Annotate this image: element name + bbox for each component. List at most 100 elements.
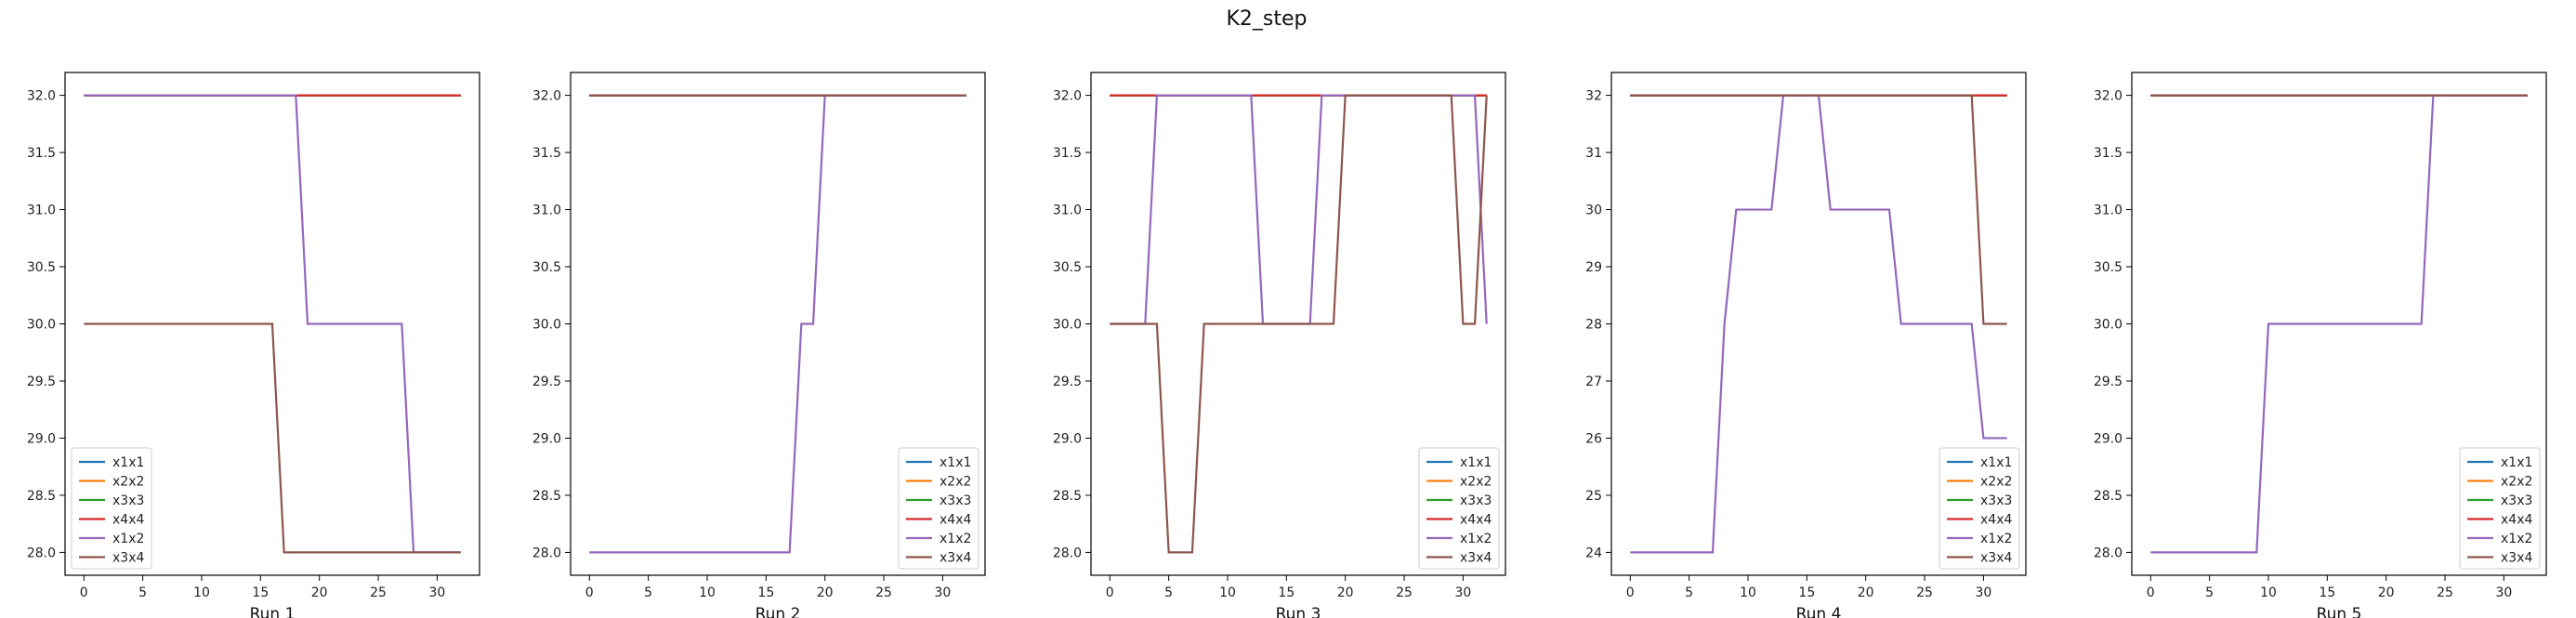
legend-label: x1x1 [112,455,144,470]
y-tick-label: 24 [1585,546,1602,560]
x-tick-label: 10 [1219,585,1236,600]
legend-label: x2x2 [112,475,144,490]
x-tick-label: 25 [370,585,387,600]
series-line-x3x4 [1110,94,1488,554]
y-tick-label: 31.5 [27,146,56,161]
x-tick-label: 5 [1164,585,1173,600]
legend-label: x3x4 [940,551,971,566]
y-tick-label: 32.0 [2094,89,2123,104]
legend-label: x3x3 [112,493,144,508]
y-tick-label: 28.5 [27,489,56,504]
legend-label: x3x4 [1980,551,2012,566]
y-tick-label: 29.0 [1053,431,1082,446]
legend: x1x1 x2x2 x3x3 x4x4 x1x2 x3x4 [1418,447,1500,570]
x-tick-label: 15 [252,585,269,600]
y-tick-label: 31 [1585,146,1602,161]
y-tick-label: 30.0 [1053,318,1082,333]
x-tick-label: 10 [1740,585,1756,600]
y-tick-label: 31.0 [1053,204,1082,218]
legend-label: x1x1 [940,455,971,470]
x-tick-label: 20 [1337,585,1354,600]
x-tick-label: 0 [2147,585,2155,600]
y-tick-label: 27 [1585,375,1602,389]
legend: x1x1 x2x2 x3x3 x4x4 x1x2 x3x4 [71,447,152,570]
legend-label: x3x3 [2501,493,2532,508]
x-tick-label: 10 [699,585,716,600]
legend-label: x4x4 [112,513,144,528]
chart-panel-2: 0 5 10 15 20 25 30 28.0 28.5 29.0 29.5 30.0 30.5 31.0… [532,72,986,618]
y-tick-label: 26 [1585,431,1602,446]
x-tick-label: 5 [644,585,652,600]
legend-label: x1x1 [1980,455,2012,470]
legend-label: x4x4 [1980,513,2012,528]
legend-label: x1x1 [1460,455,1492,470]
x-tick-label: 10 [193,585,210,600]
legend-label: x2x2 [940,475,971,490]
y-tick-label: 29.0 [2094,431,2123,446]
y-tick-label: 29.5 [27,375,56,389]
y-tick-label: 30.0 [532,318,561,333]
y-tick-label: 29.5 [1053,375,1082,389]
x-tick-label: 0 [585,585,594,600]
legend-label: x3x4 [1460,551,1492,566]
y-tick-label: 28.5 [2094,489,2123,504]
x-tick-label: 0 [1106,585,1114,600]
y-tick-label: 28 [1585,318,1602,333]
x-tick-label: 25 [1396,585,1413,600]
y-tick-label: 29 [1585,260,1602,275]
series-line-x3x4 [1630,94,2007,325]
legend-label: x4x4 [1460,513,1492,528]
legend-label: x2x2 [2501,475,2532,490]
y-tick-label: 32.0 [27,89,56,104]
x-tick-label: 30 [428,585,445,600]
legend: x1x1 x2x2 x3x3 x4x4 x1x2 x3x4 [898,447,979,570]
x-tick-label: 25 [1916,585,1933,600]
chart-panel-5: 0 5 10 15 20 25 30 28.0 28.5 29.0 29.5 30.0 30.5 31.0… [2094,72,2547,618]
y-tick-label: 32.0 [1053,89,1082,104]
series-line-x1x2 [1110,94,1488,325]
y-tick-label: 32.0 [532,89,561,104]
y-tick-label: 31.0 [27,204,56,218]
x-tick-label: 20 [311,585,328,600]
legend-label: x2x2 [1460,475,1492,490]
series-line-x3x4 [84,322,461,554]
x-tick-label: 30 [2495,585,2512,600]
legend-label: x2x2 [1980,475,2012,490]
y-tick-label: 30.5 [2094,260,2123,275]
y-tick-label: 30.5 [1053,260,1082,275]
x-axis-label: Run 2 [756,605,801,618]
x-tick-label: 10 [2260,585,2277,600]
chart-panel-3: 0 5 10 15 20 25 30 28.0 28.5 29.0 29.5 30.0 30.5 31.0… [1053,72,1506,618]
legend: x1x1 x2x2 x3x3 x4x4 x1x2 x3x4 [1939,447,2020,570]
x-tick-label: 25 [2437,585,2453,600]
y-tick-label: 30.5 [27,260,56,275]
y-tick-label: 28.0 [27,546,56,560]
y-tick-label: 31.5 [2094,146,2123,161]
x-tick-label: 20 [1858,585,1874,600]
y-tick-label: 31.5 [532,146,561,161]
y-tick-label: 30 [1585,204,1602,218]
x-tick-label: 15 [1798,585,1815,600]
y-tick-label: 29.5 [532,375,561,389]
legend-label: x1x2 [1980,532,2012,546]
x-tick-label: 0 [1626,585,1635,600]
legend-label: x1x2 [2501,532,2532,546]
x-axis-label: Run 5 [2317,605,2362,618]
x-tick-label: 20 [817,585,834,600]
y-tick-label: 29.5 [2094,375,2123,389]
x-tick-label: 20 [2378,585,2395,600]
x-axis-label: Run 3 [1276,605,1321,618]
legend-label: x4x4 [2501,513,2532,528]
y-tick-label: 30.5 [532,260,561,275]
x-tick-label: 25 [875,585,892,600]
y-tick-label: 32 [1585,89,1602,104]
legend-label: x1x1 [2501,455,2532,470]
y-tick-label: 28.0 [1053,546,1082,560]
y-tick-label: 25 [1585,489,1602,504]
y-tick-label: 31.0 [532,204,561,218]
legend-label: x3x4 [112,551,144,566]
y-tick-label: 28.5 [1053,489,1082,504]
y-tick-label: 31.0 [2094,204,2123,218]
legend-label: x3x4 [2501,551,2532,566]
